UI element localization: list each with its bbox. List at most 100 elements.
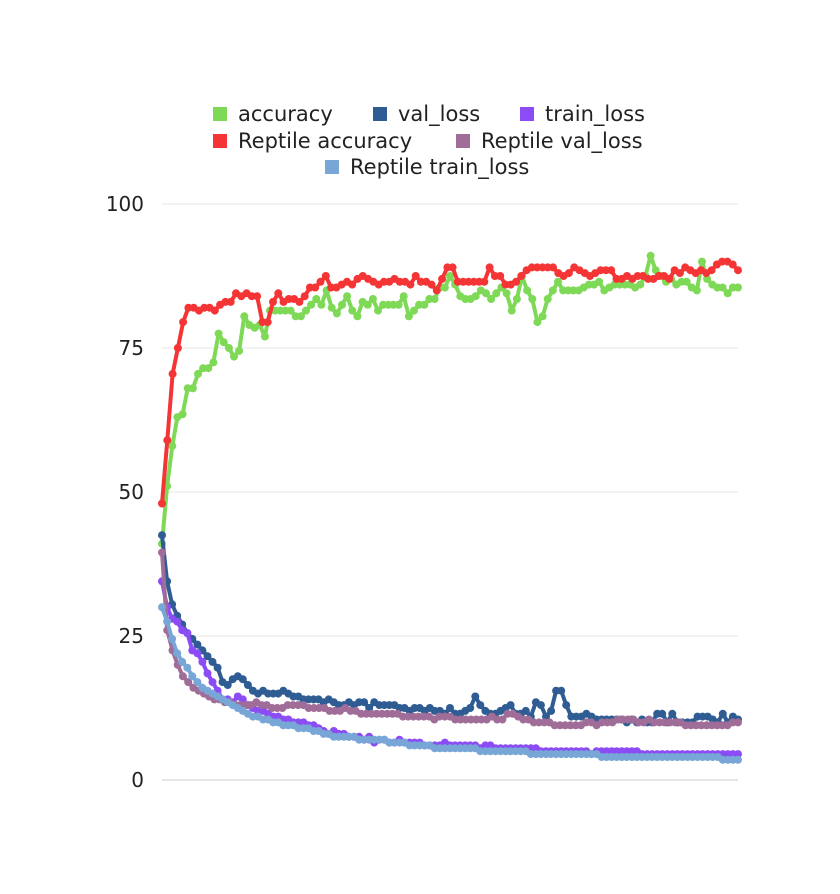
data-point-accuracy — [363, 300, 372, 309]
data-point-accuracy — [317, 300, 326, 309]
data-point-accuracy — [471, 292, 480, 301]
series-reptile-val-loss — [158, 548, 742, 730]
data-point-accuracy — [343, 292, 352, 301]
data-point-accuracy — [327, 303, 336, 312]
data-point-accuracy — [718, 283, 727, 292]
data-point-val-loss — [193, 640, 202, 649]
data-point-reptile-train-loss — [173, 649, 182, 658]
data-point-reptile-train-loss — [163, 617, 172, 626]
legend-entry-reptile-val-loss[interactable]: Reptile val_loss — [456, 129, 643, 154]
y-tick-label: 0 — [131, 768, 144, 792]
legend-swatch-reptile-val-loss — [456, 134, 470, 148]
data-point-val-loss — [203, 652, 212, 661]
data-point-reptile-accuracy — [163, 436, 172, 445]
data-point-reptile-accuracy — [311, 283, 320, 292]
data-point-train-loss — [183, 629, 192, 638]
data-point-accuracy — [440, 283, 449, 292]
data-point-train-loss — [173, 617, 182, 626]
data-point-reptile-accuracy — [496, 272, 505, 280]
data-point-reptile-accuracy — [406, 280, 415, 289]
data-point-accuracy — [420, 300, 429, 309]
data-point-reptile-accuracy — [427, 280, 436, 289]
data-point-train-loss — [208, 678, 217, 687]
legend-swatch-val-loss — [373, 107, 387, 121]
data-point-accuracy — [512, 295, 521, 303]
data-point-accuracy — [240, 312, 249, 321]
data-point-val-loss — [158, 531, 166, 540]
data-point-reptile-train-loss — [193, 678, 202, 687]
data-point-val-loss — [238, 675, 247, 684]
data-point-reptile-accuracy — [253, 292, 262, 301]
legend-swatch-train-loss — [520, 107, 534, 121]
data-point-reptile-accuracy — [480, 277, 489, 286]
legend-entry-reptile-accuracy[interactable]: Reptile accuracy — [213, 129, 412, 153]
data-point-train-loss — [203, 669, 212, 678]
data-point-accuracy — [502, 289, 511, 298]
data-point-accuracy — [296, 312, 305, 321]
data-point-reptile-val-loss — [178, 672, 187, 681]
legend-label-reptile-train-loss: Reptile train_loss — [350, 155, 529, 180]
data-point-accuracy — [487, 295, 496, 303]
data-point-accuracy — [723, 289, 732, 298]
data-point-train-loss — [193, 649, 202, 658]
data-point-accuracy — [543, 295, 552, 303]
series-line-val-loss — [160, 533, 740, 725]
legend-swatch-reptile-accuracy — [213, 134, 227, 148]
data-point-accuracy — [286, 306, 295, 315]
y-axis-ticks: 0 25 50 75 100 — [106, 192, 144, 792]
data-point-val-loss — [208, 657, 217, 666]
data-point-reptile-val-loss — [498, 715, 507, 724]
data-point-accuracy — [528, 295, 537, 303]
data-point-accuracy — [214, 329, 223, 338]
data-point-accuracy — [219, 338, 228, 347]
data-point-reptile-accuracy — [512, 277, 521, 286]
data-point-reptile-accuracy — [728, 260, 737, 269]
data-point-reptile-train-loss — [178, 657, 187, 666]
legend-entry-val-loss[interactable]: val_loss — [373, 102, 480, 127]
series-line-accuracy — [160, 253, 740, 546]
data-point-accuracy — [482, 289, 490, 298]
data-point-accuracy — [682, 277, 691, 286]
data-point-train-loss — [198, 657, 207, 666]
data-point-accuracy — [353, 312, 362, 321]
legend-label-train-loss: train_loss — [545, 102, 645, 127]
data-point-reptile-train-loss — [734, 755, 742, 764]
data-point-reptile-accuracy — [316, 277, 325, 286]
data-point-reptile-accuracy — [295, 297, 304, 306]
data-point-val-loss — [562, 701, 571, 710]
series-line-reptile-val-loss — [160, 550, 740, 728]
series-layer — [158, 251, 742, 764]
data-point-accuracy — [446, 272, 454, 280]
data-point-accuracy — [646, 251, 655, 260]
data-point-reptile-accuracy — [274, 289, 283, 298]
legend-entry-reptile-train-loss[interactable]: Reptile train_loss — [325, 155, 529, 180]
data-point-accuracy — [692, 286, 701, 295]
data-point-val-loss — [718, 709, 727, 718]
data-point-accuracy — [554, 277, 562, 286]
data-point-reptile-accuracy — [210, 306, 219, 315]
data-point-reptile-accuracy — [665, 274, 674, 283]
data-point-accuracy — [235, 346, 244, 355]
data-point-accuracy — [368, 295, 377, 303]
data-point-val-loss — [521, 706, 530, 715]
data-point-accuracy — [188, 384, 197, 393]
data-point-val-loss — [223, 681, 232, 689]
legend-entry-train-loss[interactable]: train_loss — [520, 102, 645, 127]
data-point-accuracy — [224, 344, 233, 352]
data-point-accuracy — [374, 306, 382, 315]
data-point-accuracy — [507, 306, 516, 315]
data-point-accuracy — [698, 257, 706, 266]
y-tick-label: 50 — [119, 480, 144, 504]
data-point-reptile-accuracy — [269, 297, 277, 306]
data-point-reptile-val-loss — [734, 718, 742, 727]
data-point-val-loss — [466, 704, 475, 712]
data-point-accuracy — [523, 286, 532, 295]
series-line-train-loss — [160, 579, 740, 757]
series-reptile-accuracy — [158, 257, 742, 508]
data-point-accuracy — [404, 312, 413, 321]
data-point-accuracy — [194, 369, 202, 378]
data-point-accuracy — [178, 410, 187, 419]
legend-entry-accuracy[interactable]: accuracy — [213, 102, 333, 126]
data-point-accuracy — [204, 364, 213, 373]
